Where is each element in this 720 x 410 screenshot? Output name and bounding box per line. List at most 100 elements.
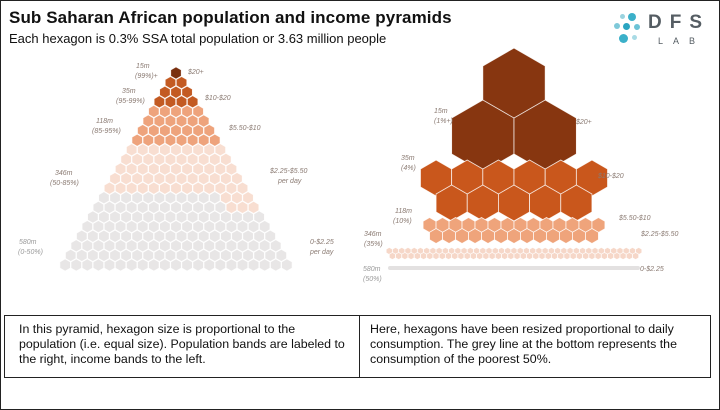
right-caption-text: Here, hexagons have been resized proport… [370,322,677,366]
right-inc-label-2: $10-$20 [597,173,624,180]
left-hexagon [131,191,143,205]
left-hexagon [103,239,116,253]
left-hexagon [70,258,82,272]
left-hexagon [203,220,215,234]
right-hexagon [532,251,540,261]
left-hexagon [131,152,143,166]
left-hexagon [225,258,238,272]
left-hexagon [142,114,154,128]
left-hexagon [164,152,177,166]
left-hexagon [192,104,204,118]
right-pop-label-5: 580m [363,266,381,273]
left-hexagon [142,152,154,166]
dfs-lab-logo: DFS LAB [606,10,716,50]
left-hexagon [203,200,215,214]
left-hexagon [148,220,160,234]
left-hexagon [92,258,105,272]
left-hexagon [120,229,132,243]
left-hexagon [87,248,99,262]
right-hexagon [559,228,573,244]
left-hexagon [153,95,166,109]
right-caption-box: Here, hexagons have been resized proport… [359,315,711,378]
left-hexagon [214,220,227,234]
right-pct-label-3: (10%) [393,218,412,225]
left-hexagon [164,191,177,205]
right-hexagon [469,251,477,261]
left-hexagon [236,181,249,195]
left-hexagon [159,181,171,195]
left-pop-label-2: 35m [122,88,136,95]
left-hexagon [186,114,199,128]
left-hexagon [198,172,210,186]
right-hexagon [457,251,465,261]
left-hexagon [164,133,177,147]
left-hexagon [231,191,243,205]
right-hexagon [476,251,484,261]
left-hexagon [164,229,177,243]
left-hexagon [131,172,143,186]
left-hexagon [125,200,138,214]
left-hexagon [231,229,243,243]
left-hexagon [103,220,116,234]
logo-dot [620,14,625,19]
left-hexagon [225,181,238,195]
left-hexagon [186,172,199,186]
left-hexagon [170,181,182,195]
right-pop-label-4: 346m [364,231,382,238]
left-hexagon [192,258,204,272]
left-hexagon [92,200,105,214]
left-hexagon [236,220,249,234]
right-hexagon [575,251,583,261]
left-hexagon [148,104,160,118]
left-hexagon [214,181,227,195]
left-hexagon [114,200,127,214]
right-hexagon [481,228,495,244]
left-hexagon [159,104,171,118]
left-hexagon [225,162,238,176]
left-pct-label-2: (95-99%) [116,98,145,105]
right-hexagon [569,251,577,261]
left-hexagon [175,191,188,205]
left-hexagon [192,239,204,253]
right-pct-label-5: (50%) [363,276,382,283]
left-hexagon [81,239,93,253]
left-hexagon [209,248,221,262]
left-hexagon [142,229,154,243]
right-inc-label-3: $5.50-$10 [618,215,651,222]
left-hexagon [153,210,166,224]
left-hexagon [170,66,182,80]
right-hexagon [432,251,440,261]
left-hexagon [109,210,121,224]
left-hexagon [164,95,177,109]
left-hexagon [275,248,287,262]
left-hexagon [203,124,215,138]
left-hexagon [131,210,143,224]
left-hexagon [192,181,204,195]
right-hexagon [526,251,534,261]
left-hexagon [181,239,193,253]
left-hexagon [209,152,221,166]
left-hexagon [181,258,193,272]
left-hexagon [175,133,188,147]
left-hexagon [192,143,204,157]
right-hexagon [632,251,640,261]
left-hexagon [258,239,271,253]
left-hexagon [186,191,199,205]
right-pop-label-3: 118m [395,208,412,215]
left-hexagon [109,191,121,205]
left-hexagon [159,162,171,176]
left-hexagon [81,220,93,234]
left-hexagon [142,210,154,224]
left-hexagon [109,172,121,186]
left-hexagon [92,239,105,253]
left-hexagon [214,200,227,214]
left-hexagon [231,210,243,224]
left-hexagon [148,258,160,272]
pyramid-graphics: 15m (99%)+ $20+ 35m (95-99%) $10-$20 118… [18,47,678,283]
left-hexagon [220,248,232,262]
left-hexagon [159,220,171,234]
left-hexagon [98,210,110,224]
left-hexagon [203,258,215,272]
left-hexagon [175,172,188,186]
left-hexagon [103,258,116,272]
